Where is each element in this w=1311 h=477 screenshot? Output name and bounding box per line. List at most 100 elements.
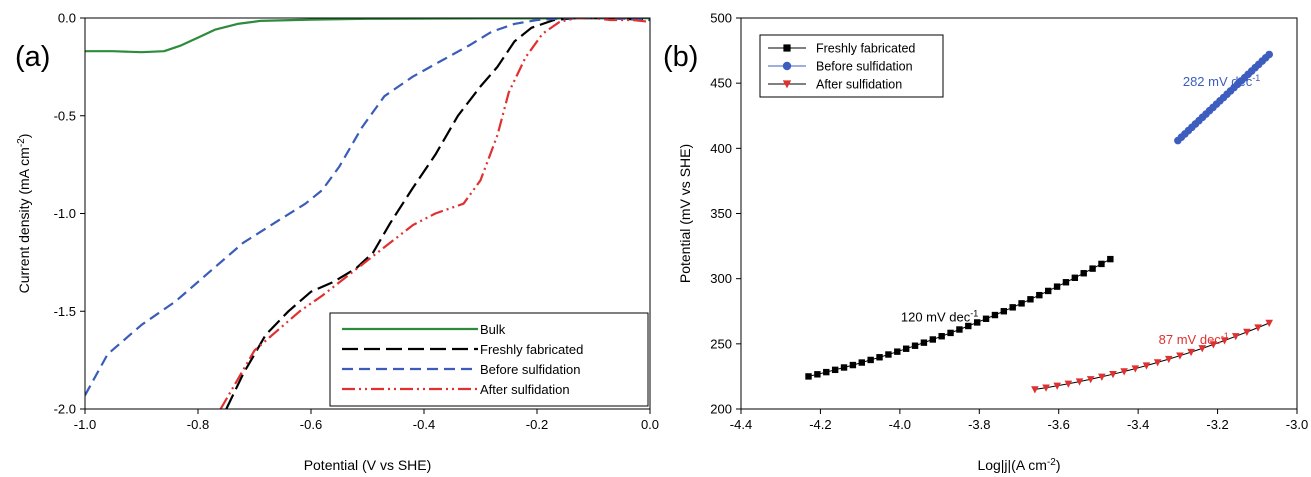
y-axis-label-tail: ): [16, 134, 32, 139]
data-point: [1027, 296, 1034, 303]
data-point: [1080, 270, 1087, 277]
y-tick-label: 300: [710, 271, 732, 286]
data-point: [956, 326, 963, 333]
y-tick-label: -0.5: [54, 108, 76, 123]
data-point: [1075, 378, 1084, 386]
x-axis-label-tail: ): [1056, 457, 1061, 473]
data-point: [1042, 384, 1050, 392]
data-point: [1254, 324, 1262, 332]
data-point: [823, 368, 830, 376]
data-point: [938, 333, 945, 340]
data-point: [1142, 362, 1151, 370]
y-axis-label: Current density (mA cm-2): [16, 134, 32, 294]
data-point: [894, 348, 901, 355]
legend-label: Before sulfidation: [480, 362, 580, 377]
data-point: [867, 356, 874, 364]
data-point: [920, 339, 928, 346]
data-point: [1164, 355, 1173, 364]
slope-annotation-sup: -1: [1252, 73, 1260, 83]
panel-label: (a): [15, 41, 50, 73]
series-line-bulk: [85, 18, 650, 54]
data-point: [1265, 319, 1273, 327]
y-tick-label: 450: [710, 76, 732, 91]
data-point: [805, 373, 812, 380]
legend-swatch-marker: [783, 44, 791, 52]
y-tick-label: 250: [710, 336, 732, 351]
legend-label: Freshly fabricated: [480, 342, 583, 357]
slope-annotation: 120 mV dec-1: [901, 309, 978, 325]
data-point: [1176, 352, 1184, 360]
x-tick-label: -0.4: [413, 417, 435, 432]
series-freshly-fabricated: [805, 255, 1114, 380]
y-tick-label: 500: [710, 11, 732, 26]
data-point: [911, 342, 919, 349]
data-point: [876, 354, 883, 361]
data-point: [1064, 380, 1073, 388]
legend-swatch-marker: [782, 80, 792, 89]
data-point: [1265, 50, 1273, 59]
x-tick-label: -1.0: [74, 417, 96, 432]
data-point: [1000, 308, 1008, 315]
x-tick-label: -0.2: [526, 417, 548, 432]
series-line: [1034, 322, 1270, 390]
x-tick-label: -3.0: [1286, 417, 1308, 432]
data-point: [1109, 371, 1117, 379]
y-tick-label: -1.5: [54, 304, 76, 319]
y-tick-label: 350: [710, 206, 732, 221]
slope-annotation-main: 120 mV dec: [901, 310, 971, 325]
x-tick-label: -4.4: [730, 417, 752, 432]
y-tick-label: -2.0: [54, 402, 76, 417]
data-point: [1187, 348, 1195, 357]
legend: Freshly fabricated Before sulfidation Afte…: [759, 34, 944, 98]
data-point: [858, 359, 865, 366]
x-axis-label-sup: -2: [1047, 457, 1056, 468]
data-point: [814, 371, 821, 378]
x-tick-label: -3.6: [1048, 417, 1070, 432]
x-tick-label: -4.0: [889, 417, 911, 432]
series-line-before-sulfidation: [85, 18, 650, 396]
data-point: [1053, 382, 1062, 390]
legend-label: Before sulfidation: [816, 60, 913, 74]
x-tick-label: 0.0: [641, 417, 659, 432]
y-axis-label-main: Current density (mA cm: [16, 147, 32, 293]
data-point: [1036, 291, 1043, 299]
panel-b-chart: -4.4 -4.2 -4.0 -3.8 -3.6 -3.4 -3.2 -3.0 200 250 30…: [663, 11, 1308, 474]
legend-label: Bulk: [480, 322, 506, 337]
legend-label: After sulfidation: [816, 78, 902, 92]
data-point: [947, 329, 954, 337]
x-tick-label: -4.2: [809, 417, 831, 432]
data-point: [1071, 274, 1079, 281]
data-point: [1120, 368, 1128, 376]
data-point: [1231, 333, 1240, 341]
series-line-after-sulfidation: [219, 18, 650, 409]
x-tick-label: -3.2: [1206, 417, 1228, 432]
slope-annotation: 282 mV dec-1: [1183, 73, 1260, 89]
y-axis-label: Potential (mV vs SHE): [677, 144, 693, 283]
slope-annotation-main: 282 mV dec: [1183, 74, 1253, 89]
series-line-freshly-fabricated: [225, 18, 650, 409]
data-point: [1131, 365, 1140, 373]
data-point: [1053, 283, 1061, 290]
data-point: [982, 315, 990, 322]
data-point: [831, 366, 839, 374]
x-tick-label: -0.8: [187, 417, 209, 432]
legend-label: Freshly fabricated: [816, 42, 915, 56]
y-tick-label: 400: [710, 141, 732, 156]
legend-label: After sulfidation: [480, 382, 570, 397]
x-tick-label: -3.8: [968, 417, 990, 432]
data-point: [1220, 337, 1229, 345]
legend-swatch-marker: [782, 61, 792, 71]
panel-a-chart: -1.0 -0.8 -0.6 -0.4 -0.2 0.0 0.0 -0.5 -1.0 -1.5 -2…: [15, 11, 659, 474]
y-axis-label-sup: -2: [16, 138, 27, 147]
data-point: [965, 322, 972, 330]
data-point: [1031, 386, 1039, 394]
data-point: [1086, 376, 1095, 384]
x-tick-label: -3.4: [1127, 417, 1149, 432]
slope-annotation: 87 mV dec-1: [1159, 331, 1229, 347]
data-point: [1098, 373, 1106, 381]
data-point: [1209, 341, 1218, 349]
x-axis-label-main: Log|j|(A cm: [977, 457, 1047, 473]
x-axis-label: Log|j|(A cm-2): [977, 457, 1060, 473]
x-tick-label: -0.6: [300, 417, 322, 432]
